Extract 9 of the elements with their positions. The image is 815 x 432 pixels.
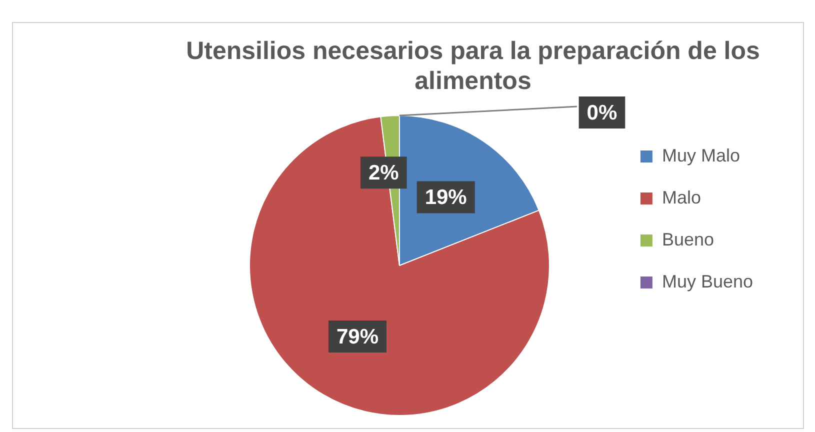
legend-label: Muy Bueno (662, 271, 754, 292)
data-label: 2% (368, 161, 400, 184)
legend-label: Bueno (662, 229, 714, 250)
chart-title: Utensilios necesarios para la preparación de los alimentos (186, 36, 760, 95)
data-label: 19% (424, 186, 468, 210)
legend-label: Malo (662, 187, 701, 208)
data-label: 79% (336, 325, 379, 348)
legend-label: Muy Malo (662, 145, 740, 166)
text: 0% (586, 101, 618, 124)
